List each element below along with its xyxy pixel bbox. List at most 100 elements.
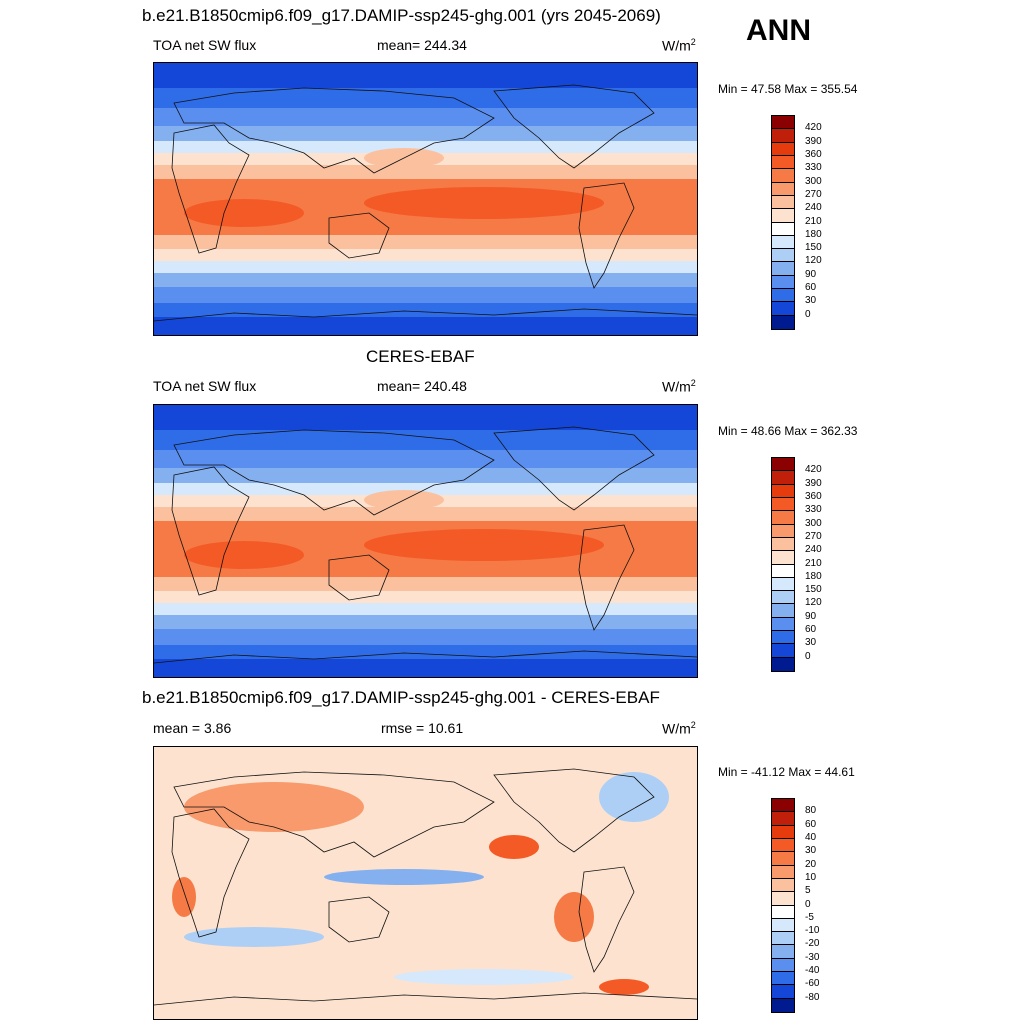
colorbar-tick-label: 150 — [805, 242, 822, 254]
panel2-units: W/m2 — [662, 378, 696, 395]
colorbar-swatch — [772, 564, 794, 578]
colorbar-swatch — [772, 524, 794, 538]
colorbar-tick-label: 30 — [805, 637, 817, 649]
colorbar-tick-label: 20 — [805, 858, 817, 870]
panel3-mean-label: mean = 3.86 — [153, 720, 232, 736]
panel2-title: CERES-EBAF — [366, 347, 475, 366]
colorbar-tick-label: 30 — [805, 295, 817, 307]
colorbar-swatch — [772, 222, 794, 236]
colorbar-swatch — [772, 182, 794, 196]
colorbar-swatch — [772, 235, 794, 250]
colorbar-swatch — [772, 155, 794, 170]
colorbar-swatch — [772, 799, 794, 813]
colorbar-swatch — [772, 471, 794, 485]
colorbar-swatch — [772, 644, 794, 658]
colorbar-tick-label: 420 — [805, 122, 822, 134]
colorbar-swatch — [772, 631, 794, 645]
colorbar-swatch — [772, 497, 794, 512]
colorbar-swatch — [772, 551, 794, 565]
colorbar-tick-label: 0 — [805, 650, 811, 662]
colorbar-tick-label: 80 — [805, 805, 817, 817]
colorbar-tick-label: 120 — [805, 597, 822, 609]
colorbar-swatch — [772, 302, 794, 316]
panel3-title: b.e21.B1850cmip6.f09_g17.DAMIP-ssp245-gh… — [142, 688, 660, 707]
panel2-minmax: Min = 48.66 Max = 362.33 — [718, 424, 858, 438]
colorbar-swatch — [772, 129, 794, 143]
colorbar-tick-label: 270 — [805, 530, 822, 542]
panel3-map — [153, 746, 698, 1020]
colorbar-tick-label: 0 — [805, 898, 811, 910]
colorbar-swatch — [772, 604, 794, 618]
colorbar-swatch — [772, 998, 794, 1012]
colorbar-tick-label: 300 — [805, 175, 822, 187]
colorbar-tick-label: 180 — [805, 228, 822, 240]
colorbar-tick-label: 90 — [805, 610, 817, 622]
colorbar-swatch — [772, 262, 794, 276]
colorbar-swatch — [772, 142, 794, 156]
colorbar-swatch — [772, 537, 794, 552]
colorbar-swatch — [772, 209, 794, 223]
panel3-minmax: Min = -41.12 Max = 44.61 — [718, 765, 855, 779]
colorbar-tick-label: -10 — [805, 925, 820, 937]
colorbar-swatch — [772, 958, 794, 973]
colorbar-swatch — [772, 905, 794, 919]
colorbar-tick-label: 0 — [805, 308, 811, 320]
colorbar-tick-label: 300 — [805, 517, 822, 529]
colorbar-swatch — [772, 511, 794, 525]
colorbar-tick-label: 60 — [805, 282, 817, 294]
colorbar-swatch — [772, 458, 794, 472]
colorbar-tick-label: 390 — [805, 477, 822, 489]
colorbar-swatch — [772, 945, 794, 959]
colorbar-tick-label: 120 — [805, 255, 822, 267]
panel2-map — [153, 404, 698, 678]
colorbar-tick-label: 180 — [805, 570, 822, 582]
colorbar-swatch — [772, 195, 794, 210]
colorbar-swatch — [772, 812, 794, 826]
panel3-colorbar — [771, 798, 795, 1013]
panel1-minmax: Min = 47.58 Max = 355.54 — [718, 82, 858, 96]
panel2-variable-label: TOA net SW flux — [153, 378, 257, 394]
colorbar-tick-label: -5 — [805, 911, 814, 923]
colorbar-swatch — [772, 932, 794, 946]
colorbar-swatch — [772, 315, 794, 329]
colorbar-swatch — [772, 865, 794, 879]
panel3-rmse-label: rmse = 10.61 — [381, 720, 464, 736]
colorbar-tick-label: 40 — [805, 831, 817, 843]
colorbar-tick-label: -60 — [805, 978, 820, 990]
panel1-variable-label: TOA net SW flux — [153, 37, 257, 53]
colorbar-tick-label: 270 — [805, 188, 822, 200]
colorbar-tick-label: 210 — [805, 557, 822, 569]
colorbar-tick-label: 10 — [805, 871, 817, 883]
colorbar-swatch — [772, 169, 794, 183]
season-label: ANN — [746, 14, 811, 47]
colorbar-tick-label: 330 — [805, 504, 822, 516]
colorbar-tick-label: 390 — [805, 135, 822, 147]
colorbar-tick-label: -40 — [805, 965, 820, 977]
colorbar-swatch — [772, 289, 794, 303]
panel1-title: b.e21.B1850cmip6.f09_g17.DAMIP-ssp245-gh… — [142, 6, 661, 25]
panel1-map — [153, 62, 698, 336]
panel1-colorbar — [771, 115, 795, 330]
colorbar-swatch — [772, 972, 794, 986]
colorbar-tick-label: 90 — [805, 268, 817, 280]
colorbar-tick-label: 420 — [805, 464, 822, 476]
colorbar-swatch — [772, 591, 794, 605]
colorbar-swatch — [772, 825, 794, 839]
colorbar-swatch — [772, 852, 794, 866]
colorbar-tick-label: 60 — [805, 818, 817, 830]
colorbar-tick-label: 240 — [805, 544, 822, 556]
panel2-mean-label: mean= 240.48 — [377, 378, 467, 394]
colorbar-tick-label: 210 — [805, 215, 822, 227]
colorbar-swatch — [772, 116, 794, 130]
colorbar-swatch — [772, 657, 794, 671]
panel2-colorbar — [771, 457, 795, 672]
colorbar-swatch — [772, 484, 794, 498]
colorbar-swatch — [772, 892, 794, 906]
colorbar-tick-label: -80 — [805, 991, 820, 1003]
panel1-mean-label: mean= 244.34 — [377, 37, 467, 53]
colorbar-tick-label: 150 — [805, 584, 822, 596]
colorbar-tick-label: 360 — [805, 490, 822, 502]
panel1-units: W/m2 — [662, 37, 696, 54]
colorbar-swatch — [772, 838, 794, 853]
colorbar-swatch — [772, 617, 794, 632]
